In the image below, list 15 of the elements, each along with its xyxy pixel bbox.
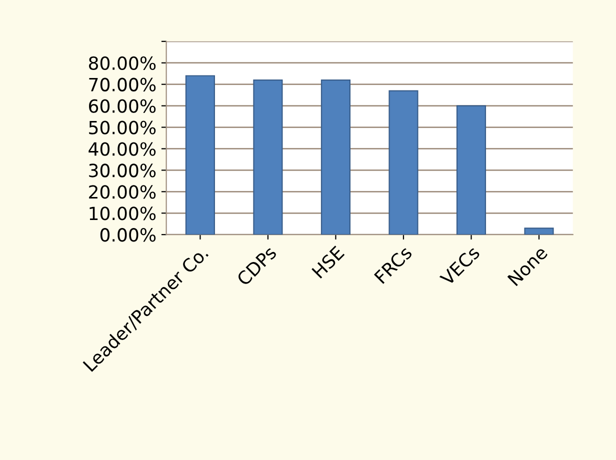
y-tick-label: 40.00% xyxy=(88,142,156,156)
y-tick-label: 30.00% xyxy=(89,164,156,178)
bar xyxy=(524,228,554,235)
y-tick-label: 80.00% xyxy=(88,56,156,70)
y-tick-label: 0.00% xyxy=(100,228,156,242)
bar xyxy=(320,79,351,235)
y-tick-label: 60.00% xyxy=(89,99,156,113)
bar xyxy=(185,75,215,235)
bar xyxy=(253,79,283,235)
bar xyxy=(456,105,486,235)
y-tick-label: 20.00% xyxy=(89,185,156,199)
y-tick-label: 10.00% xyxy=(90,206,156,220)
bar xyxy=(388,90,418,235)
y-tick-label: 70.00% xyxy=(89,78,156,92)
y-tick-label: 50.00% xyxy=(89,120,156,134)
